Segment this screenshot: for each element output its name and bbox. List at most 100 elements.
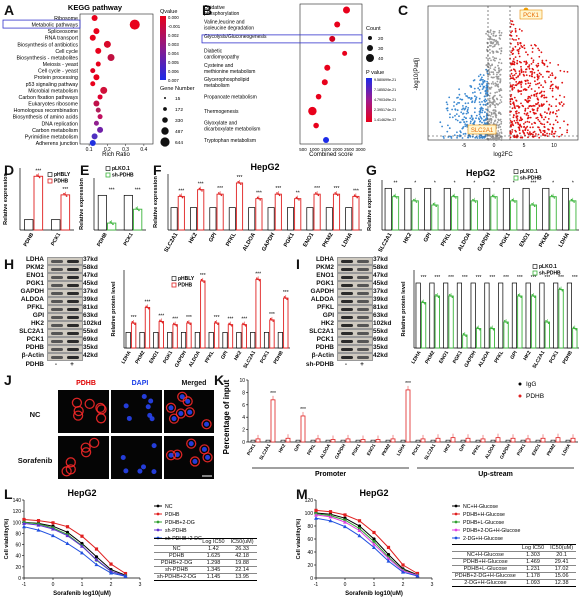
data-point bbox=[357, 524, 362, 528]
cell-signal-red bbox=[182, 396, 193, 407]
bar-control bbox=[561, 187, 569, 231]
panel-c-point-up bbox=[551, 130, 553, 133]
nucleus-signal-blue bbox=[179, 394, 185, 400]
category-label: PCK1 bbox=[411, 443, 422, 456]
panel-c-point-up bbox=[555, 86, 558, 89]
bar-igg bbox=[355, 439, 361, 443]
bar-treated bbox=[450, 196, 459, 231]
panel-c-point-up bbox=[534, 90, 536, 93]
panel-c-point-ns bbox=[495, 116, 497, 119]
panel-a-term: Metabolic pathways bbox=[31, 23, 78, 29]
panel-c-point-down bbox=[454, 108, 457, 111]
y-tick-label: 120 bbox=[305, 498, 314, 504]
blot-kd-label: 42kd bbox=[83, 352, 98, 359]
legend-swatch-control bbox=[513, 169, 519, 174]
nucleus-signal-blue bbox=[205, 454, 211, 460]
nucleus-signal-blue bbox=[188, 441, 194, 447]
panel-c-point-up bbox=[534, 135, 537, 137]
data-point bbox=[94, 547, 99, 551]
panel-b-count-title: Count bbox=[366, 26, 381, 32]
category-label: HK2 bbox=[188, 232, 199, 245]
panel-c-point-ns bbox=[488, 111, 491, 113]
panel-b-highlight-box bbox=[201, 34, 363, 44]
bar-treated bbox=[420, 302, 427, 349]
data-point bbox=[314, 516, 318, 520]
panel-c-point-down bbox=[465, 105, 468, 108]
panel-m-ylabel: Cell viability(%) bbox=[296, 519, 302, 560]
bar-control bbox=[542, 187, 550, 231]
panel-c-point-ns bbox=[496, 71, 498, 74]
panel-c-point-ns bbox=[493, 45, 496, 48]
data-point bbox=[545, 320, 547, 322]
data-point bbox=[37, 175, 40, 178]
panel-c-point-ns bbox=[497, 134, 500, 137]
panel-a-dot bbox=[90, 68, 96, 74]
bar-pdhb bbox=[255, 438, 261, 443]
panel-b-dot bbox=[329, 35, 336, 42]
panel-c-point-ns bbox=[497, 85, 500, 88]
significance-label: *** bbox=[269, 312, 275, 318]
panel-c-point-up bbox=[528, 64, 531, 66]
bar-control bbox=[139, 332, 145, 349]
bar-igg bbox=[280, 439, 286, 443]
panel-c-point-ns bbox=[487, 59, 489, 62]
blot-strip bbox=[337, 352, 373, 361]
panel-c-point-ns bbox=[491, 50, 494, 53]
data-point bbox=[244, 325, 247, 327]
bar-treated bbox=[503, 321, 509, 349]
panel-c-point-up bbox=[511, 123, 514, 125]
panel-c-point-up bbox=[515, 130, 517, 133]
category-label: PGK1 bbox=[283, 232, 296, 248]
bar-control bbox=[228, 207, 236, 231]
category-label: PKM2 bbox=[322, 232, 335, 248]
data-point bbox=[493, 195, 495, 198]
nucleus-signal-blue bbox=[151, 469, 157, 475]
panel-c-point-ns bbox=[496, 121, 499, 124]
bar-treated bbox=[213, 322, 220, 349]
panel-c-point-up bbox=[538, 136, 541, 139]
panel-c-point-down bbox=[475, 96, 478, 99]
panel-c-point-up bbox=[520, 45, 523, 47]
nucleus-signal-blue bbox=[123, 403, 129, 409]
panel-c-point-up bbox=[520, 117, 522, 120]
panel-c-point-up bbox=[551, 89, 554, 92]
nucleus-signal-blue bbox=[145, 404, 151, 410]
curve-sh-pdhb bbox=[23, 522, 126, 577]
blot-kd-label: 45kd bbox=[83, 280, 98, 287]
blot-band bbox=[51, 315, 63, 319]
panel-c-point-up bbox=[559, 69, 562, 72]
panel-c-point-down bbox=[472, 117, 474, 120]
data-point bbox=[511, 198, 514, 201]
panel-c-point-up bbox=[537, 62, 540, 65]
bar-pdhb bbox=[405, 389, 411, 443]
panel-c-point-up bbox=[545, 96, 548, 99]
category-label: SLC2A1 bbox=[242, 350, 257, 370]
data-point bbox=[386, 545, 391, 550]
panel-m-title: HepG2 bbox=[359, 488, 388, 498]
bar-control bbox=[153, 332, 159, 349]
bar-treated bbox=[216, 193, 224, 231]
panel-c-point-up bbox=[540, 73, 542, 76]
category-label: GAPDH bbox=[334, 442, 347, 459]
panel-c-point-down bbox=[470, 114, 473, 117]
panel-c-point-up bbox=[544, 116, 547, 119]
panel-c-point-down bbox=[458, 115, 460, 118]
bar-treated bbox=[60, 194, 71, 231]
data-point bbox=[284, 297, 287, 299]
panel-c-point-up bbox=[566, 129, 569, 132]
panel-c-point-up bbox=[536, 109, 539, 112]
panel-c-point-up bbox=[537, 133, 540, 136]
panel-c-point-up bbox=[531, 51, 534, 53]
panel-c-point-down bbox=[483, 115, 485, 118]
panel-c-point-up bbox=[521, 136, 524, 139]
panel-c-point-up bbox=[517, 37, 520, 40]
data-point bbox=[218, 192, 220, 194]
bar-pdhb bbox=[435, 437, 441, 443]
bar-control bbox=[484, 282, 490, 349]
panel-c-point-down bbox=[480, 108, 482, 111]
legend-entry: PDHB+L-Glucose bbox=[463, 520, 504, 526]
data-point bbox=[314, 512, 318, 517]
bar-treated bbox=[490, 196, 498, 231]
